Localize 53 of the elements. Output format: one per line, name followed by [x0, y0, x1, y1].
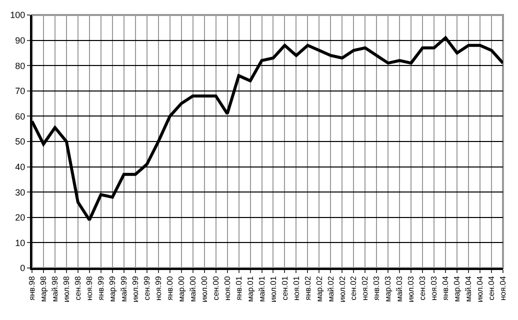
y-tick-label: 50: [15, 136, 26, 147]
x-tick-label: ноя.98: [85, 276, 94, 301]
x-tick-label: май.00: [188, 276, 198, 302]
x-tick-label: июл.02: [338, 276, 347, 302]
y-tick-label: 20: [15, 212, 26, 223]
x-tick-label: май.01: [257, 276, 266, 302]
x-tick-label: ноя.03: [430, 276, 439, 301]
x-tick-label: янв.02: [303, 276, 312, 300]
x-tick-label: янв.01: [234, 276, 244, 300]
x-tick-label: июл.00: [200, 276, 209, 302]
y-tick-label: 70: [15, 86, 26, 96]
x-tick-label: июл.98: [62, 276, 72, 302]
x-tick-label: янв.00: [165, 276, 174, 300]
x-tick-label: сен.00: [211, 276, 220, 300]
x-tick-label: май.04: [464, 276, 474, 302]
x-tick-label: мар.02: [314, 276, 324, 302]
x-tick-label: сен.01: [280, 276, 290, 300]
x-tick-label: янв.99: [96, 276, 106, 300]
y-tick-label: 40: [15, 162, 26, 172]
x-tick-label: янв.98: [28, 276, 37, 300]
x-tick-label: май.98: [50, 276, 60, 302]
x-tick-label: май.03: [395, 276, 404, 302]
x-tick-label: мар.00: [176, 276, 186, 302]
x-tick-label: янв.04: [441, 276, 450, 300]
y-tick-label: 10: [15, 238, 26, 248]
x-tick-label: ноя.04: [498, 276, 508, 301]
x-tick-label: сен.98: [74, 276, 83, 300]
x-tick-label: сен.99: [142, 276, 152, 300]
y-tick-label: 80: [15, 60, 26, 71]
x-tick-label: сен.03: [418, 276, 428, 300]
x-tick-label: сен.04: [487, 276, 496, 300]
x-tick-label: ноя.00: [222, 276, 232, 301]
y-tick-label: 90: [15, 35, 26, 46]
x-tick-label: мар.04: [452, 276, 462, 302]
y-tick-label: 30: [15, 187, 26, 198]
x-tick-label: май.99: [120, 276, 128, 302]
x-tick-label: июл.03: [406, 276, 416, 302]
x-tick-label: ноя.02: [360, 276, 370, 301]
x-tick-label: июл.01: [268, 276, 278, 302]
x-tick-label: ноя.99: [154, 276, 163, 301]
y-tick-label: 0: [20, 263, 26, 274]
x-tick-label: мар.03: [384, 276, 393, 302]
x-tick-label: мар.99: [108, 276, 118, 302]
y-tick-label: 100: [10, 10, 26, 20]
x-tick-label: ноя.01: [292, 276, 301, 301]
x-tick-label: мар.01: [246, 276, 255, 302]
x-tick-label: сен.02: [349, 276, 358, 300]
x-tick-label: июл.99: [130, 276, 140, 302]
x-tick-label: мар.98: [39, 276, 48, 302]
y-tick-label: 60: [15, 111, 26, 122]
x-tick-label: янв.03: [372, 276, 382, 300]
x-tick-label: май.02: [326, 276, 336, 302]
x-tick-label: июл.04: [476, 276, 485, 302]
